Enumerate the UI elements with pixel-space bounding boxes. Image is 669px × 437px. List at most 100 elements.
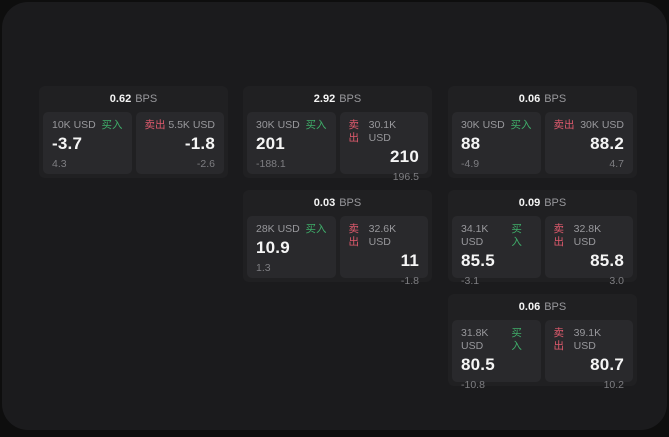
buy-panel-top: 31.8K USD 买入 [461,327,532,353]
sell-panel-top: 卖出 32.6K USD [349,223,420,249]
sell-panel-top: 卖出 32.8K USD [554,223,625,249]
buy-amount: 31.8K USD [461,327,489,352]
sell-panel[interactable]: 卖出 39.1K USD 80.7 10.2 [544,320,633,391]
sell-panel[interactable]: 卖出 30K USD 88.2 4.7 [544,112,633,174]
sell-price: 80.7 [590,355,624,374]
buy-panel[interactable]: 30K USD 买入 88 -4.9 [452,112,541,174]
bps-header: 0.03 BPS [243,190,432,216]
buy-panel-top: 30K USD 买入 [256,119,327,132]
buy-side-label: 买入 [101,119,123,131]
bps-header: 0.09 BPS [448,190,637,216]
bps-header: 0.62 BPS [39,86,228,112]
buy-panel-top: 30K USD 买入 [461,119,532,132]
buy-panel[interactable]: 30K USD 买入 201 -188.1 [247,112,336,174]
sell-side-label: 卖出 [144,119,166,131]
quote-card-grid: 0.62 BPS 10K USD 买入 -3.7 4.3 卖出 5.5K USD… [2,2,667,430]
sell-amount: 5.5K USD [168,119,215,131]
sell-panel[interactable]: 卖出 32.6K USD 11 -1.8 [339,216,428,287]
quote-panels: 30K USD 买入 201 -188.1 卖出 30.1K USD 210 1… [243,112,432,183]
bps-value: 0.03 [313,197,336,209]
buy-price: 85.5 [461,251,495,270]
quote-card: 0.06 BPS 30K USD 买入 88 -4.9 卖出 30K USD 8… [448,86,637,178]
buy-delta: -4.9 [461,158,480,170]
sell-price: -1.8 [184,134,215,153]
buy-panel-top: 10K USD 买入 [52,119,123,132]
sell-delta: 3.0 [609,275,624,287]
sell-panel-top: 卖出 5.5K USD [145,119,216,132]
bps-header: 0.06 BPS [448,86,637,112]
sell-panel[interactable]: 卖出 5.5K USD -1.8 -2.6 [135,112,224,174]
sell-price: 88.2 [590,134,624,153]
bps-unit-label: BPS [339,93,362,105]
sell-price: 11 [400,251,419,270]
buy-delta: -10.8 [461,379,485,391]
sell-amount: 32.8K USD [573,223,602,248]
buy-panel[interactable]: 10K USD 买入 -3.7 4.3 [43,112,132,174]
bps-value: 0.06 [518,301,541,313]
buy-panel-top: 34.1K USD 买入 [461,223,532,249]
buy-amount: 10K USD [52,119,96,131]
sell-panel[interactable]: 卖出 32.8K USD 85.8 3.0 [544,216,633,287]
buy-panel[interactable]: 31.8K USD 买入 80.5 -10.8 [452,320,541,391]
buy-delta: -3.1 [461,275,480,287]
bps-value: 0.09 [518,197,541,209]
sell-panel-top: 卖出 30K USD [554,119,625,132]
buy-delta: 1.3 [256,262,271,274]
bps-unit-label: BPS [135,93,158,105]
quote-card: 0.06 BPS 31.8K USD 买入 80.5 -10.8 卖出 39.1… [448,294,637,391]
quote-panels: 28K USD 买入 10.9 1.3 卖出 32.6K USD 11 -1.8 [243,216,432,287]
sell-amount: 30.1K USD [368,119,397,144]
bps-value: 0.06 [518,93,541,105]
quote-panels: 30K USD 买入 88 -4.9 卖出 30K USD 88.2 4.7 [448,112,637,178]
bps-value: 0.62 [109,93,132,105]
buy-side-label: 买入 [511,223,522,248]
sell-side-label: 卖出 [553,119,575,131]
quote-panels: 31.8K USD 买入 80.5 -10.8 卖出 39.1K USD 80.… [448,320,637,391]
buy-price: 80.5 [461,355,495,374]
sell-side-label: 卖出 [553,327,565,352]
sell-side-label: 卖出 [553,223,565,248]
buy-side-label: 买入 [305,119,327,131]
buy-amount: 30K USD [256,119,300,131]
bps-header: 2.92 BPS [243,86,432,112]
buy-price: 201 [256,134,285,153]
quote-card: 2.92 BPS 30K USD 买入 201 -188.1 卖出 30.1K … [243,86,432,183]
buy-delta: 4.3 [52,158,67,170]
quote-card: 0.62 BPS 10K USD 买入 -3.7 4.3 卖出 5.5K USD… [39,86,228,178]
buy-panel[interactable]: 34.1K USD 买入 85.5 -3.1 [452,216,541,287]
quote-card: 0.03 BPS 28K USD 买入 10.9 1.3 卖出 32.6K US… [243,190,432,287]
sell-price: 210 [390,147,419,166]
buy-side-label: 买入 [305,223,327,235]
buy-side-label: 买入 [510,119,532,131]
sell-delta: -2.6 [196,158,215,170]
buy-amount: 34.1K USD [461,223,489,248]
app-window: 0.62 BPS 10K USD 买入 -3.7 4.3 卖出 5.5K USD… [2,2,667,430]
sell-panel-top: 卖出 30.1K USD [349,119,420,145]
sell-panel-top: 卖出 39.1K USD [554,327,625,353]
buy-panel[interactable]: 28K USD 买入 10.9 1.3 [247,216,336,278]
buy-delta: -188.1 [256,158,286,170]
buy-price: 10.9 [256,238,290,257]
bps-unit-label: BPS [544,197,567,209]
buy-amount: 30K USD [461,119,505,131]
sell-panel[interactable]: 卖出 30.1K USD 210 196.5 [339,112,428,183]
bps-value: 2.92 [313,93,336,105]
buy-panel-top: 28K USD 买入 [256,223,327,236]
sell-amount: 30K USD [580,119,624,131]
sell-price: 85.8 [590,251,624,270]
quote-panels: 10K USD 买入 -3.7 4.3 卖出 5.5K USD -1.8 -2.… [39,112,228,178]
bps-unit-label: BPS [544,93,567,105]
buy-side-label: 买入 [511,327,522,352]
sell-delta: 4.7 [609,158,624,170]
sell-side-label: 卖出 [348,119,360,144]
bps-unit-label: BPS [339,197,362,209]
sell-side-label: 卖出 [348,223,360,248]
sell-amount: 39.1K USD [573,327,602,352]
sell-delta: 196.5 [392,171,419,183]
bps-header: 0.06 BPS [448,294,637,320]
sell-delta: 10.2 [603,379,624,391]
buy-price: -3.7 [52,134,83,153]
sell-delta: -1.8 [400,275,419,287]
quote-card: 0.09 BPS 34.1K USD 买入 85.5 -3.1 卖出 32.8K… [448,190,637,287]
quote-panels: 34.1K USD 买入 85.5 -3.1 卖出 32.8K USD 85.8… [448,216,637,287]
